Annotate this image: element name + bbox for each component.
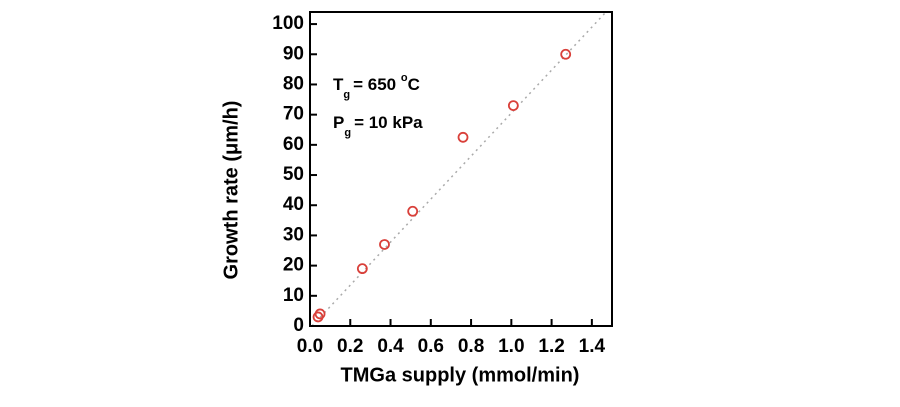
data-point — [407, 205, 419, 217]
y-tick-label: 50 — [283, 164, 304, 185]
y-tick-label: 40 — [283, 194, 304, 215]
y-tick-label: 10 — [283, 285, 304, 306]
x-tick-label: 0.4 — [377, 336, 404, 357]
y-tick-label: 20 — [283, 255, 304, 276]
x-tick-label: 1.2 — [538, 336, 564, 357]
annotation: Tg= 650 oC — [333, 72, 420, 101]
data-point — [314, 308, 326, 320]
plot-frame — [309, 11, 613, 327]
data-point — [560, 48, 572, 60]
annotation-text: = 10 kPa — [354, 113, 423, 132]
fit-line — [311, 11, 607, 327]
y-tick-label: 70 — [283, 104, 304, 125]
x-tick-label: 1.4 — [579, 336, 606, 357]
x-axis-label: TMGa supply (mmol/min) — [341, 364, 580, 386]
annotation-symbol: P — [333, 113, 344, 132]
y-axis-label: Growth rate (μm/h) — [220, 101, 242, 280]
data-point — [356, 263, 368, 275]
x-tick-label: 0.8 — [458, 336, 484, 357]
x-tick-label: 0.6 — [418, 336, 444, 357]
y-tick-label: 30 — [283, 224, 304, 245]
annotation-sub: g — [344, 127, 351, 139]
annotation-symbol: T — [333, 75, 344, 94]
x-tick-label: 0.0 — [297, 336, 323, 357]
x-tick-label: 0.2 — [337, 336, 363, 357]
y-tick-label: 80 — [283, 73, 304, 94]
annotation: Pg= 10 kPa — [333, 113, 423, 138]
annotation-unit: C — [408, 75, 420, 94]
annotation-text: = 650 — [353, 75, 401, 94]
annotation-sub: g — [343, 89, 350, 101]
y-tick-label: 0 — [293, 315, 304, 336]
data-point — [457, 131, 469, 143]
y-tick-label: 100 — [272, 13, 304, 34]
y-tick-label: 60 — [283, 134, 304, 155]
annotation-sup: o — [401, 72, 408, 84]
y-tick-label: 90 — [283, 43, 304, 64]
data-point — [507, 100, 519, 111]
data-point — [379, 239, 390, 250]
x-tick-label: 1.0 — [498, 336, 524, 357]
